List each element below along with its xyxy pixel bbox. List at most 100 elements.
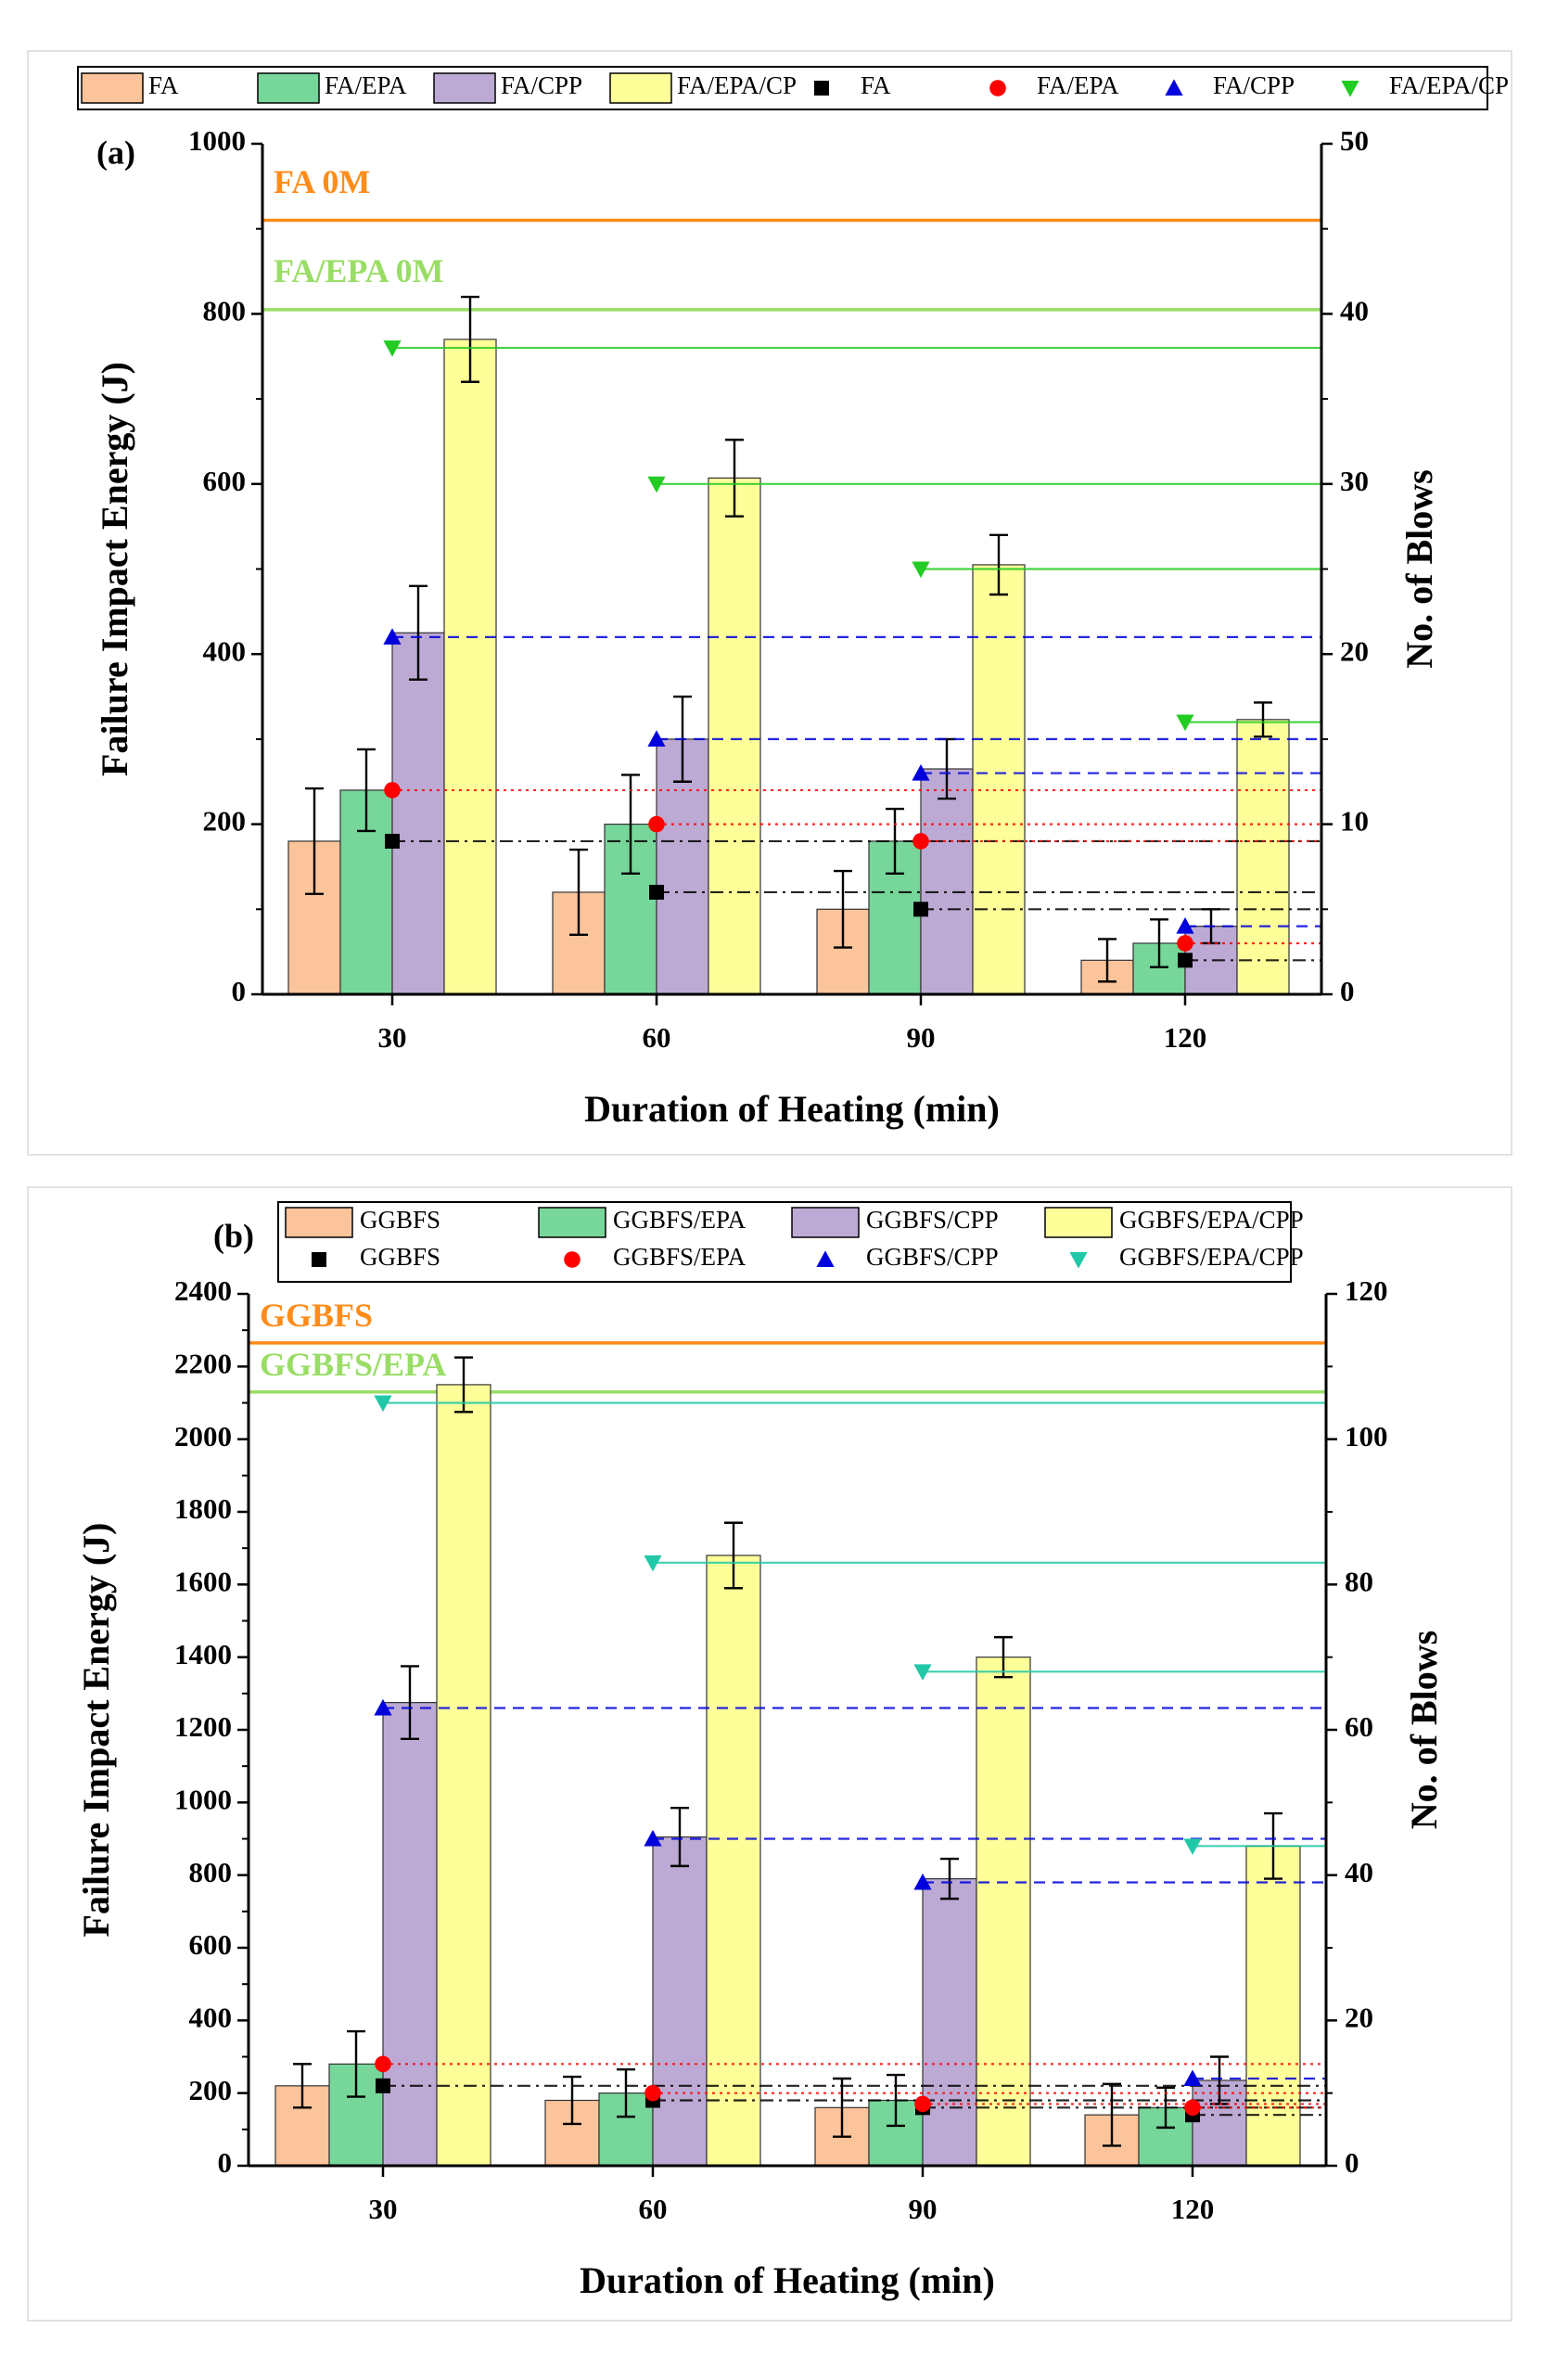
bar-ggbfs-epa-cpp-120 bbox=[1245, 1845, 1301, 2167]
legend-label: GGBFS/EPA bbox=[613, 1243, 746, 1271]
y-tick-label: 400 bbox=[189, 2001, 233, 2033]
blow-point-fa-cpp-60 bbox=[647, 730, 666, 747]
bar-ggbfs-cpp-30 bbox=[382, 1702, 438, 2167]
blow-point-fa-120 bbox=[1178, 953, 1193, 968]
y-tick-label: 0 bbox=[232, 975, 247, 1007]
reference-label-ggbfs-epa: GGBFS/EPA bbox=[260, 1346, 446, 1383]
bar-fa-epa-cp-90 bbox=[972, 564, 1026, 995]
blow-point-fa-cpp-90 bbox=[912, 763, 930, 781]
blow-point-ggbfs-cpp-90 bbox=[913, 1873, 932, 1890]
error-bar-fa-90 bbox=[834, 869, 852, 949]
blow-point-ggbfs-cpp-120 bbox=[1183, 2069, 1202, 2086]
y-tick-label: 200 bbox=[203, 805, 247, 838]
error-bar-ggbfs-epa-cpp-60 bbox=[724, 1521, 743, 1590]
y-tick-label: 1400 bbox=[174, 1638, 232, 1670]
panel-frame bbox=[27, 1186, 1512, 2322]
y-tick-label: 2400 bbox=[174, 1274, 232, 1307]
chart-panel-b: (b) GGBFS GGBFS/EPA GGBFS/CPP GGBFS/EPA/CPP G… bbox=[27, 1186, 1512, 2322]
bar-fa-cpp-90 bbox=[920, 768, 974, 995]
y-tick-label: 2200 bbox=[174, 1347, 232, 1379]
y2-tick-label: 40 bbox=[1340, 295, 1369, 327]
legend-marker-fa-epa-cp bbox=[1341, 81, 1359, 97]
y-tick-label: 1000 bbox=[174, 1783, 232, 1815]
error-bar-ggbfs-cpp-60 bbox=[670, 1807, 689, 1868]
blow-point-fa-epa-cp-90 bbox=[912, 561, 930, 579]
legend-swatch-fa bbox=[81, 72, 144, 104]
blow-point-fa-epa-cp-120 bbox=[1176, 714, 1194, 732]
blow-point-ggbfs-epa-cpp-30 bbox=[374, 1395, 392, 1413]
error-bar-ggbfs-epa-60 bbox=[617, 2068, 635, 2118]
error-bar-fa-epa-120 bbox=[1150, 918, 1168, 968]
legend-swatch-ggbfs-cpp bbox=[791, 1207, 860, 1238]
y2-tick-label: 20 bbox=[1340, 634, 1369, 667]
panel-frame bbox=[27, 50, 1512, 1156]
blow-point-fa-epa-cp-60 bbox=[647, 476, 666, 493]
legend-marker-ggbfs-epa-cpp bbox=[1069, 1252, 1088, 1269]
bar-fa-cpp-30 bbox=[391, 632, 445, 995]
blow-point-fa-cpp-30 bbox=[383, 628, 402, 645]
error-bar-ggbfs-cpp-30 bbox=[401, 1665, 419, 1740]
legend-label: GGBFS/EPA/CPP bbox=[1119, 1243, 1304, 1271]
y2-tick-label: 0 bbox=[1340, 975, 1355, 1007]
chart-panel-a: (a) FA FA/EPA FA/CPP FA/EPA/CP FA FA/EPA FA/CPP… bbox=[27, 50, 1512, 1156]
legend-marker-ggbfs-epa bbox=[564, 1251, 581, 1268]
x-tick-label: 120 bbox=[1164, 1021, 1207, 1054]
error-bar-ggbfs-epa-30 bbox=[347, 2029, 365, 2098]
legend-label: GGBFS/CPP bbox=[866, 1243, 999, 1271]
y-tick-label: 1000 bbox=[188, 124, 246, 157]
x-tick-label: 30 bbox=[378, 1021, 407, 1054]
bar-ggbfs-epa-cpp-60 bbox=[706, 1555, 761, 2167]
reference-label-fa-epa-0m: FA/EPA 0M bbox=[274, 252, 444, 289]
error-bar-fa-epa-30 bbox=[357, 748, 376, 833]
blow-point-fa-epa-30 bbox=[384, 782, 401, 799]
y2-tick-label: 120 bbox=[1345, 1274, 1388, 1307]
y2-axis-title: No. of Blows bbox=[1403, 1631, 1445, 1829]
error-bar-ggbfs-60 bbox=[563, 2075, 581, 2126]
y-tick-label: 1600 bbox=[174, 1565, 232, 1597]
error-bar-fa-epa-cp-30 bbox=[461, 295, 479, 383]
legend-label: FA bbox=[148, 71, 179, 99]
error-bar-ggbfs-30 bbox=[293, 2063, 312, 2109]
legend-marker-ggbfs-cpp bbox=[816, 1250, 835, 1267]
panel-label: (b) bbox=[213, 1217, 254, 1254]
blow-point-fa-cpp-120 bbox=[1176, 917, 1194, 934]
error-bar-fa-60 bbox=[569, 848, 588, 937]
error-bar-fa-epa-cp-120 bbox=[1254, 701, 1272, 738]
bar-ggbfs-epa-cpp-90 bbox=[976, 1657, 1031, 2167]
y2-axis-title: No. of Blows bbox=[1398, 469, 1440, 668]
error-bar-fa-epa-60 bbox=[621, 774, 640, 875]
x-tick-label: 60 bbox=[643, 1021, 671, 1054]
y-tick-label: 800 bbox=[189, 1856, 233, 1888]
error-bar-ggbfs-cpp-90 bbox=[940, 1857, 959, 1900]
x-tick-label: 60 bbox=[639, 2193, 668, 2225]
blow-point-fa-60 bbox=[649, 884, 664, 900]
x-tick-label: 30 bbox=[369, 2193, 398, 2225]
y2-tick-label: 50 bbox=[1340, 124, 1369, 157]
error-bar-ggbfs-120 bbox=[1103, 2082, 1121, 2147]
legend: GGBFS GGBFS/EPA GGBFS/CPP GGBFS/EPA/CPP GGBF… bbox=[277, 1201, 1304, 1283]
y-axis-title: Failure Impact Energy (J) bbox=[75, 1523, 117, 1938]
y-tick-label: 800 bbox=[203, 295, 247, 327]
error-bar-ggbfs-90 bbox=[833, 2077, 851, 2138]
blow-point-ggbfs-epa-90 bbox=[914, 2095, 931, 2113]
blow-point-fa-epa-90 bbox=[912, 833, 929, 850]
reference-label-fa-0m: FA 0M bbox=[274, 163, 370, 200]
bar-ggbfs-epa-cpp-30 bbox=[436, 1384, 491, 2167]
legend-label: FA/CPP bbox=[501, 71, 582, 99]
x-axis-title: Duration of Heating (min) bbox=[580, 2259, 995, 2301]
x-axis-title: Duration of Heating (min) bbox=[584, 1088, 1000, 1130]
y2-tick-label: 10 bbox=[1340, 805, 1369, 838]
legend-marker-fa bbox=[814, 81, 829, 96]
legend-swatch-ggbfs bbox=[285, 1207, 353, 1238]
blow-point-fa-epa-60 bbox=[648, 815, 665, 833]
y-tick-label: 400 bbox=[203, 634, 247, 667]
legend-label: FA/EPA bbox=[1037, 71, 1119, 99]
error-bar-ggbfs-epa-cpp-90 bbox=[994, 1635, 1013, 1679]
legend-label: FA/CPP bbox=[1213, 71, 1295, 99]
blow-point-ggbfs-epa-cpp-60 bbox=[644, 1555, 662, 1572]
y-axis-title: Failure Impact Energy (J) bbox=[94, 362, 135, 776]
y2-tick-label: 30 bbox=[1340, 465, 1369, 497]
x-tick-label: 120 bbox=[1171, 2193, 1215, 2225]
legend-label: FA/EPA/CP bbox=[677, 71, 797, 99]
reference-label-ggbfs: GGBFS bbox=[260, 1297, 373, 1334]
